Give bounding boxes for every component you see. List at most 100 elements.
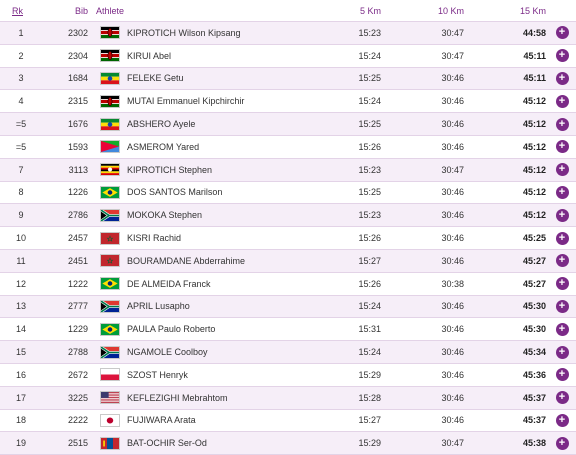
expand-row-button[interactable]: +	[554, 410, 570, 432]
split-10km-cell: 30:47	[441, 438, 464, 449]
split-10km-cell: 30:46	[441, 255, 464, 266]
split-10km-cell: 30:46	[441, 347, 464, 358]
rank-cell: 18	[15, 415, 26, 426]
table-row[interactable]: 1 2302 KIPROTICH Wilson Kipsang 15:23 30:47 4…	[0, 22, 576, 45]
table-row[interactable]: 13 2777 APRIL Lusapho 15:24 30:46 45:30 +	[0, 295, 576, 319]
expand-row-button[interactable]: +	[554, 159, 570, 181]
plus-icon[interactable]: +	[555, 368, 569, 382]
table-row[interactable]: 18 2222 FUJIWARA Arata 15:27 30:46 45:37 +	[0, 410, 576, 433]
expand-row-button[interactable]: +	[554, 182, 570, 204]
table-row[interactable]: 9 2786 MOKOKA Stephen 15:23 30:46 45:12 +	[0, 204, 576, 228]
expand-row-button[interactable]: +	[554, 318, 570, 340]
ken-flag-icon	[99, 45, 121, 67]
split-10km-column-header: 10 Km	[437, 5, 464, 16]
table-row[interactable]: 2 2304 KIRUI Abel 15:24 30:47 45:11 +	[0, 45, 576, 68]
table-row[interactable]: 12 1222 DE ALMEIDA Franck 15:26 30:38 45:27 +	[0, 273, 576, 296]
expand-row-button[interactable]: +	[554, 250, 570, 272]
plus-icon[interactable]: +	[555, 254, 569, 268]
plus-icon[interactable]: +	[555, 231, 569, 245]
expand-row-button[interactable]: +	[554, 387, 570, 409]
rank-cell: 3	[18, 73, 24, 84]
expand-row-button[interactable]: +	[554, 90, 570, 112]
split-5km-cell: 15:31	[358, 324, 381, 335]
plus-icon[interactable]: +	[555, 345, 569, 359]
expand-row-button[interactable]: +	[554, 432, 570, 454]
table-row[interactable]: 3 1684 FELEKE Getu 15:25 30:46 45:11 +	[0, 67, 576, 91]
split-15km-column-header: 15 Km	[519, 5, 546, 16]
plus-icon[interactable]: +	[555, 299, 569, 313]
table-row[interactable]: 10 2457 KISRI Rachid 15:26 30:46 45:25 +	[0, 227, 576, 250]
athlete-name-cell: BOURAMDANE Abderrahime	[127, 255, 246, 266]
expand-row-button[interactable]: +	[554, 136, 570, 158]
split-15km-cell: 45:12	[522, 210, 546, 221]
plus-icon[interactable]: +	[555, 140, 569, 154]
plus-icon[interactable]: +	[555, 117, 569, 131]
expand-row-button[interactable]: +	[554, 227, 570, 249]
plus-icon[interactable]: +	[555, 49, 569, 63]
plus-icon[interactable]: +	[555, 277, 569, 291]
plus-icon[interactable]: +	[555, 71, 569, 85]
rank-cell: 2	[18, 50, 24, 61]
expand-row-button[interactable]: +	[554, 341, 570, 363]
split-10km-cell: 30:47	[441, 50, 464, 61]
plus-icon[interactable]: +	[555, 322, 569, 336]
athlete-column-header: Athlete	[96, 5, 125, 16]
table-row[interactable]: 19 2515 BAT-OCHIR Ser-Od 15:29 30:47 45:38 +	[0, 432, 576, 455]
mar-flag-icon	[99, 250, 121, 272]
split-5km-cell: 15:26	[358, 141, 381, 152]
plus-icon[interactable]: +	[555, 94, 569, 108]
split-10km-cell: 30:46	[441, 415, 464, 426]
split-5km-cell: 15:25	[358, 119, 381, 130]
athlete-name-cell: KEFLEZIGHI Mebrahtom	[127, 392, 228, 403]
split-10km-cell: 30:47	[441, 164, 464, 175]
split-10km-cell: 30:46	[441, 301, 464, 312]
split-15km-cell: 45:12	[522, 141, 546, 152]
split-5km-cell: 15:24	[358, 96, 381, 107]
split-5km-cell: 15:29	[358, 369, 381, 380]
plus-icon[interactable]: +	[555, 208, 569, 222]
table-row[interactable]: 14 1229 PAULA Paulo Roberto 15:31 30:46 45:30…	[0, 318, 576, 342]
plus-icon[interactable]: +	[555, 413, 569, 427]
table-row[interactable]: 7 3113 KIPROTICH Stephen 15:23 30:47 45:12 +	[0, 158, 576, 182]
table-row[interactable]: =5 1593 ASMEROM Yared 15:26 30:46 45:12 +	[0, 136, 576, 159]
rank-cell: =5	[15, 119, 27, 130]
split-10km-cell: 30:46	[441, 369, 464, 380]
bib-cell: 1593	[67, 141, 88, 152]
expand-row-button[interactable]: +	[554, 45, 570, 67]
expand-row-button[interactable]: +	[554, 68, 570, 90]
table-row[interactable]: 11 2451 BOURAMDANE Abderrahime 15:27 30:46 45…	[0, 249, 576, 273]
expand-row-button[interactable]: +	[554, 364, 570, 386]
table-row[interactable]: 4 2315 MUTAI Emmanuel Kipchirchir 15:24 30:4…	[0, 90, 576, 114]
table-row[interactable]: 16 2672 SZOST Henryk 15:29 30:46 45:36 +	[0, 364, 576, 387]
bra-flag-icon	[99, 273, 121, 295]
split-10km-cell: 30:46	[441, 233, 464, 244]
rank-column-header[interactable]: Rk	[12, 5, 23, 16]
plus-icon[interactable]: +	[555, 163, 569, 177]
table-row[interactable]: =5 1676 ABSHERO Ayele 15:25 30:46 45:12 +	[0, 113, 576, 136]
rank-cell: 8	[18, 187, 24, 198]
rank-cell: 4	[18, 96, 24, 107]
plus-icon[interactable]: +	[555, 436, 569, 450]
expand-row-button[interactable]: +	[554, 113, 570, 135]
athlete-name-cell: KIPROTICH Wilson Kipsang	[127, 27, 241, 38]
table-body: 1 2302 KIPROTICH Wilson Kipsang 15:23 30:47 4…	[0, 22, 576, 455]
split-15km-cell: 45:30	[522, 324, 546, 335]
table-row[interactable]: 17 3225 KEFLEZIGHI Mebrahtom 15:28 30:46 45:3…	[0, 386, 576, 410]
athlete-name-cell: APRIL Lusapho	[127, 301, 190, 312]
split-10km-cell: 30:46	[441, 141, 464, 152]
split-15km-cell: 45:25	[522, 233, 546, 244]
plus-icon[interactable]: +	[555, 185, 569, 199]
rank-cell: 13	[15, 301, 26, 312]
athlete-name-cell: KIPROTICH Stephen	[127, 164, 213, 175]
bib-cell: 1229	[67, 324, 88, 335]
plus-icon[interactable]: +	[555, 26, 569, 40]
bib-cell: 2302	[67, 27, 88, 38]
expand-row-button[interactable]: +	[554, 22, 570, 44]
table-row[interactable]: 15 2788 NGAMOLE Coolboy 15:24 30:46 45:34 +	[0, 341, 576, 364]
expand-row-button[interactable]: +	[554, 296, 570, 318]
table-row[interactable]: 8 1226 DOS SANTOS Marilson 15:25 30:46 45:12 +	[0, 182, 576, 205]
plus-icon[interactable]: +	[555, 391, 569, 405]
expand-row-button[interactable]: +	[554, 273, 570, 295]
expand-row-button[interactable]: +	[554, 204, 570, 226]
athlete-name-cell: SZOST Henryk	[127, 369, 188, 380]
